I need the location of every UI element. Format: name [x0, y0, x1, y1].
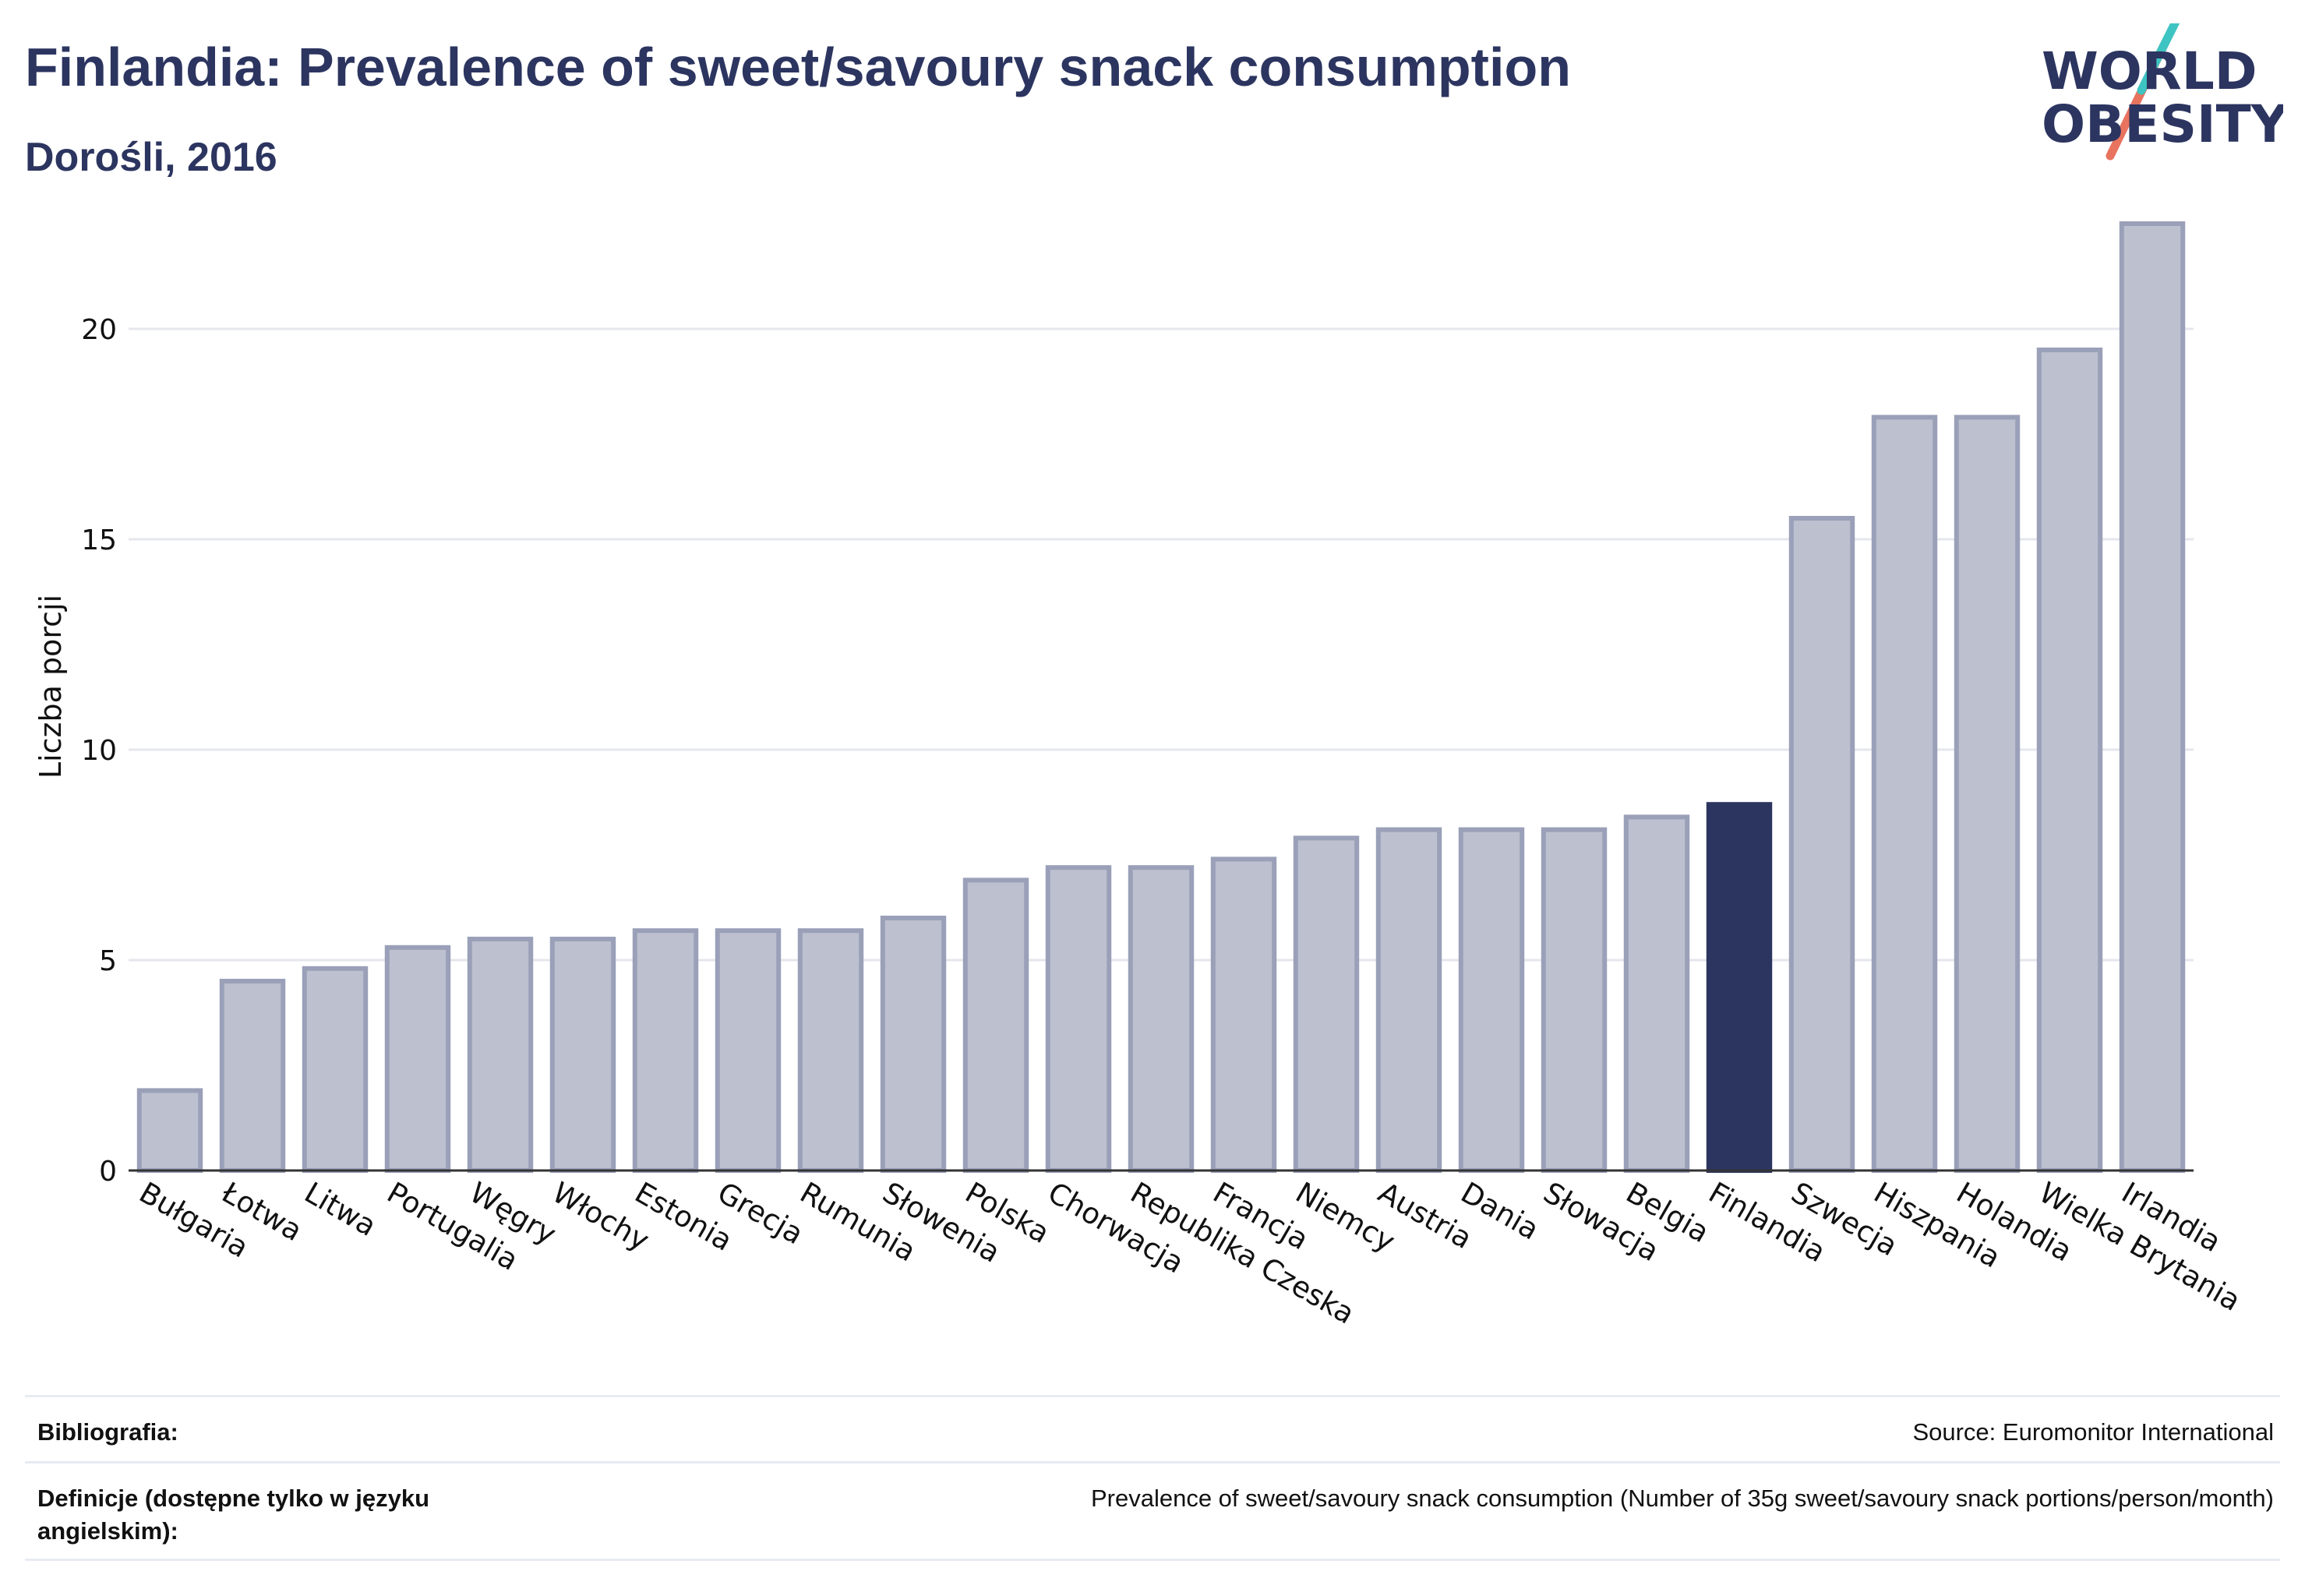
bar-4	[467, 937, 534, 1173]
bibliography-value: Source: Euromonitor International	[1912, 1418, 2274, 1446]
footer-row-definitions: Definicje (dostępne tylko w języku angie…	[25, 1461, 2280, 1561]
logo-line2: OBESITY	[2042, 94, 2283, 154]
y-tick-label: 5	[99, 945, 117, 977]
bar-2	[302, 966, 369, 1173]
definitions-label: Definicje (dostępne tylko w języku angie…	[37, 1485, 430, 1545]
y-tick-labels: 0 5 10 15 20	[81, 314, 117, 1188]
y-tick-label: 10	[81, 735, 117, 767]
bar-20	[1788, 516, 1855, 1173]
footer-row-bibliography: Bibliografia: Source: Euromonitor Intern…	[25, 1395, 2280, 1461]
bar-24	[2119, 221, 2186, 1173]
world-obesity-logo: WORLD OBESITY	[2026, 14, 2289, 164]
bar-13	[1210, 856, 1277, 1174]
y-axis-title: Liczba porcji	[34, 595, 68, 779]
bar-23	[2036, 348, 2103, 1173]
bar-3	[384, 945, 451, 1173]
bar-18	[1623, 814, 1690, 1174]
bar-12	[1128, 865, 1195, 1173]
y-tick-label: 0	[99, 1156, 117, 1188]
x-tick-label: Litwa	[299, 1176, 383, 1243]
y-tick-label: 20	[81, 314, 117, 346]
bibliography-label: Bibliografia:	[37, 1418, 178, 1446]
bar-7	[715, 928, 782, 1173]
bars	[136, 221, 2186, 1174]
bar-0	[136, 1088, 203, 1174]
bar-14	[1293, 835, 1360, 1174]
logo-slash-teal	[2137, 14, 2182, 95]
bar-chart: 0 5 10 15 20 Bułgaria Łotwa Litwa Portugalia Węg…	[0, 203, 2305, 1372]
bar-9	[880, 916, 947, 1173]
bar-8	[797, 928, 864, 1173]
bar-1	[219, 979, 286, 1173]
bar-16	[1458, 827, 1525, 1173]
y-tick-label: 15	[81, 524, 117, 556]
logo-line1: WORLD	[2042, 41, 2257, 101]
chart-title: Finlandia: Prevalence of sweet/savoury s…	[25, 37, 1571, 97]
chart-subtitle: Dorośli, 2016	[25, 135, 277, 180]
footer-table: Bibliografia: Source: Euromonitor Intern…	[25, 1395, 2280, 1561]
bar-6	[632, 928, 699, 1173]
bar-21	[1871, 415, 1938, 1173]
bar-17	[1541, 827, 1608, 1173]
definitions-value: Prevalence of sweet/savoury snack consum…	[1090, 1485, 2274, 1512]
bar-11	[1045, 865, 1112, 1173]
bar-19	[1706, 802, 1773, 1173]
bar-15	[1375, 827, 1442, 1173]
bar-5	[549, 937, 616, 1173]
bar-22	[1954, 415, 2021, 1173]
bar-10	[962, 877, 1029, 1174]
